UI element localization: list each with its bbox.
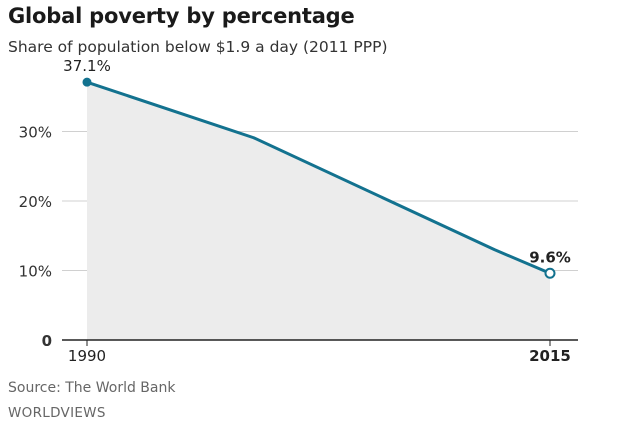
y-tick-label: 20% <box>19 193 52 211</box>
x-tick-label: 1990 <box>68 347 106 365</box>
brand-label: WORLDVIEWS <box>8 405 106 421</box>
y-tick-label: 0 <box>42 332 52 350</box>
area-fill <box>87 82 550 340</box>
x-tick-label: 2015 <box>529 347 571 365</box>
data-label: 37.1% <box>63 57 111 75</box>
label-layer: 37.1% 9.6% <box>63 57 571 266</box>
source-note: Source: The World Bank <box>8 380 176 396</box>
y-tick-label: 30% <box>19 124 52 142</box>
data-point-end <box>544 267 556 279</box>
axis-layer: 0 10% 20% 30% 1990 2015 <box>19 124 578 365</box>
area-layer <box>87 82 550 340</box>
chart-title: Global poverty by percentage <box>8 4 355 28</box>
y-tick-label: 10% <box>19 263 52 281</box>
point-layer <box>82 77 556 279</box>
data-point-start <box>82 77 92 87</box>
series-line <box>86 80 551 275</box>
chart-subtitle: Share of population below $1.9 a day (20… <box>8 38 388 56</box>
line-layer <box>86 80 551 275</box>
data-label: 9.6% <box>529 248 571 266</box>
